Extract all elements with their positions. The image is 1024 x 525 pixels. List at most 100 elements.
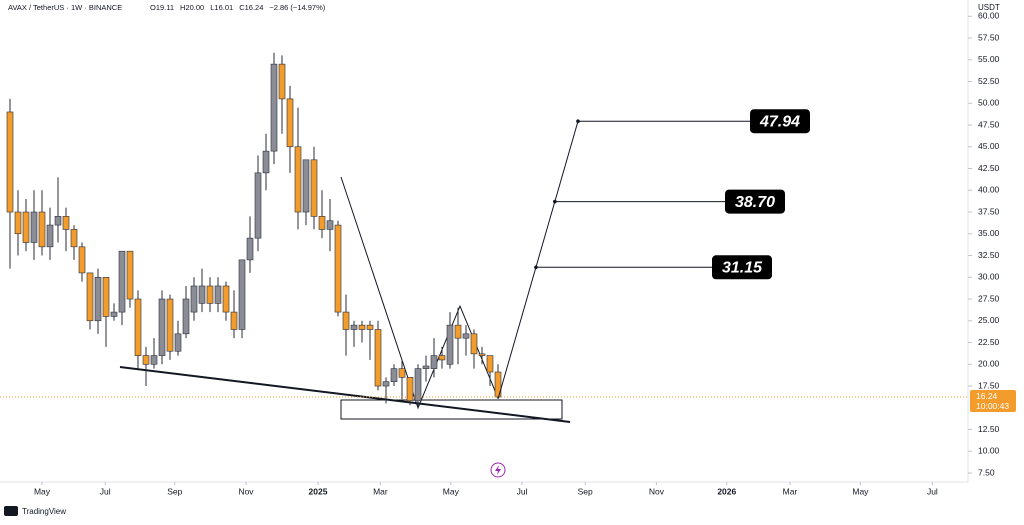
y-tick-label: 20.00 — [978, 359, 1000, 369]
candle-body — [222, 285, 230, 313]
candle-body — [446, 324, 454, 365]
candle-body — [398, 368, 406, 378]
candle-body — [422, 365, 430, 369]
candle-body — [246, 237, 254, 261]
candle-body — [30, 211, 38, 243]
target-box — [712, 255, 772, 280]
x-tick-label: 2026 — [717, 486, 736, 496]
candle-body — [46, 224, 54, 248]
y-tick-label: 12.50 — [978, 424, 1000, 434]
candle-body — [102, 276, 110, 317]
target-label: 31.15 — [722, 259, 763, 276]
candle-body — [70, 229, 78, 248]
candle-body — [342, 311, 350, 330]
y-tick-label: 30.00 — [978, 272, 1000, 282]
x-tick-label: Jul — [927, 486, 938, 496]
x-tick-label: 2025 — [309, 486, 328, 496]
target-label: 38.70 — [735, 194, 775, 211]
y-tick-label: 47.50 — [978, 119, 1000, 129]
y-tick-label: 32.50 — [978, 250, 1000, 260]
x-tick-label: Nov — [238, 486, 254, 496]
y-tick-label: 22.50 — [978, 337, 1000, 347]
candle-body — [414, 368, 422, 402]
candle-body — [126, 250, 134, 300]
y-tick-label: 50.00 — [978, 98, 1000, 108]
x-tick-label: Sep — [578, 486, 593, 496]
currency: USDT — [978, 3, 1000, 12]
x-tick-label: Sep — [167, 486, 182, 496]
candle-body — [382, 381, 390, 387]
y-tick-label: 27.50 — [978, 293, 1000, 303]
candle-body — [374, 329, 382, 387]
candle-body — [158, 298, 166, 356]
last-price-label: 16.24 — [976, 391, 998, 401]
candle-body — [326, 220, 334, 230]
candle-body — [366, 324, 374, 330]
target-box — [725, 189, 785, 214]
y-tick-label: 35.00 — [978, 228, 1000, 238]
candle-body — [310, 159, 318, 217]
x-tick-label: Mar — [373, 486, 388, 496]
candle-body — [470, 333, 478, 355]
x-tick-label: Jul — [517, 486, 528, 496]
legend-value: −2.86 (−14.97%) — [269, 3, 325, 12]
candle-body — [358, 324, 366, 330]
candle-body — [438, 355, 446, 361]
y-tick-label: 42.50 — [978, 163, 1000, 173]
y-tick-label: 40.00 — [978, 185, 1000, 195]
candle-body — [478, 353, 486, 356]
legend-value: L16.01 — [210, 3, 233, 12]
candle-body — [278, 63, 286, 100]
x-tick-label: May — [443, 486, 460, 496]
y-tick-label: 60.00 — [978, 11, 1000, 21]
brand: TradingView — [22, 507, 66, 516]
candle-body — [198, 285, 206, 304]
candle-body — [14, 211, 22, 235]
candle-body — [238, 259, 246, 330]
candle-body — [454, 324, 462, 339]
x-tick-label: May — [34, 486, 51, 496]
candle-body — [94, 276, 102, 322]
candle-body — [142, 355, 150, 365]
chart-title: AVAX / TetherUS · 1W · BINANCE — [8, 3, 122, 12]
candle-body — [430, 355, 438, 369]
x-tick-label: Mar — [783, 486, 798, 496]
candle-body — [78, 246, 86, 274]
candle-body — [318, 216, 326, 230]
candle-body — [174, 333, 182, 352]
y-tick-label: 55.00 — [978, 54, 1000, 64]
candle-body — [166, 298, 174, 352]
target-box — [750, 109, 810, 134]
watermark-icon — [490, 462, 506, 478]
candle-body — [262, 150, 270, 174]
y-tick-label: 37.50 — [978, 206, 1000, 216]
y-tick-label: 10.00 — [978, 446, 1000, 456]
watermark-bolt — [495, 465, 501, 475]
candle-body — [134, 298, 142, 356]
zone-box — [340, 399, 563, 420]
candle-body — [214, 285, 222, 304]
candle-body — [150, 355, 158, 365]
candle-body — [390, 368, 398, 382]
candle-body — [270, 63, 278, 152]
x-tick-label: May — [852, 486, 869, 496]
candle-body — [118, 250, 126, 313]
target-label: 47.94 — [759, 113, 800, 130]
candle-body — [190, 285, 198, 313]
candle-body — [462, 333, 470, 339]
y-tick-label: 25.00 — [978, 315, 1000, 325]
candle-body — [62, 216, 70, 230]
y-tick-label: 52.50 — [978, 76, 1000, 86]
candle-body — [182, 298, 190, 335]
projection-line — [497, 121, 579, 400]
y-tick-label: 57.50 — [978, 32, 1000, 42]
trend-line — [119, 366, 571, 423]
candle-body — [302, 159, 310, 213]
candle-body — [38, 211, 46, 248]
candle-body — [6, 111, 14, 213]
candle-body — [350, 324, 358, 330]
candle-body — [206, 285, 214, 304]
x-tick-label: Nov — [649, 486, 665, 496]
last-price-box — [970, 389, 1016, 412]
